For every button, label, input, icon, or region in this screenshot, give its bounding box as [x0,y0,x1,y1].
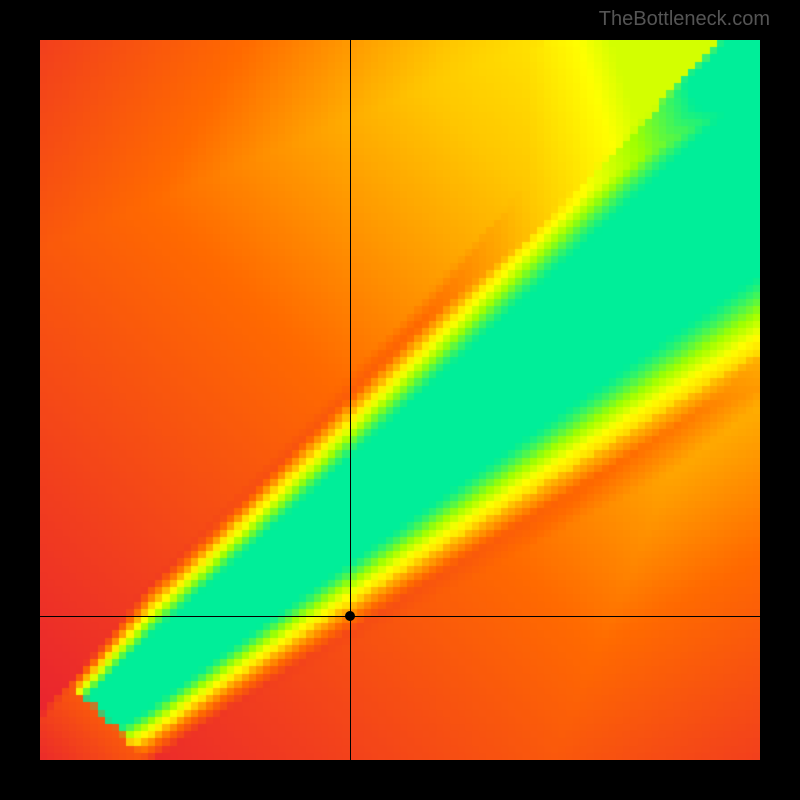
crosshair-horizontal [40,616,760,617]
heatmap-canvas [40,40,760,760]
crosshair-marker [345,611,355,621]
watermark-text: TheBottleneck.com [599,8,770,31]
bottleneck-heatmap [40,40,760,760]
crosshair-vertical [350,40,351,760]
